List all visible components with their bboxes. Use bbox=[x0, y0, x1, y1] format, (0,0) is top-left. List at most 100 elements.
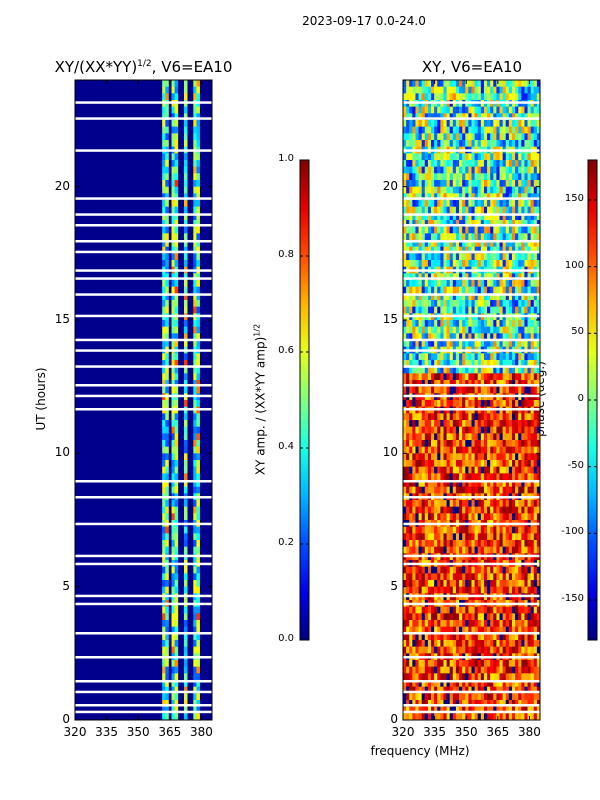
amp-cell bbox=[165, 506, 169, 514]
amp-gap-row bbox=[75, 250, 212, 254]
phase-cell bbox=[452, 333, 457, 341]
phase-cell bbox=[462, 353, 466, 361]
phase-cell bbox=[406, 426, 410, 434]
phase-cell bbox=[518, 706, 522, 714]
phase-cell bbox=[462, 166, 466, 174]
phase-cell bbox=[409, 120, 413, 128]
phase-cell bbox=[524, 626, 528, 634]
amp-cell bbox=[196, 533, 200, 541]
phase-cell bbox=[521, 240, 525, 248]
phase-cell bbox=[515, 253, 519, 261]
phase-cell bbox=[424, 466, 429, 474]
phase-cell bbox=[427, 366, 432, 374]
phase-cell bbox=[449, 420, 454, 428]
phase-cell bbox=[487, 140, 491, 148]
phase-cell bbox=[515, 353, 519, 361]
phase-cell bbox=[446, 186, 451, 194]
phase-cell bbox=[499, 433, 504, 441]
amp-cell bbox=[183, 453, 188, 461]
phase-cell bbox=[515, 120, 519, 128]
phase-cell bbox=[524, 86, 528, 94]
phase-cell bbox=[521, 526, 525, 534]
amp-cell bbox=[165, 693, 169, 701]
phase-cell bbox=[443, 620, 447, 628]
phase-cell bbox=[483, 566, 488, 574]
phase-cell bbox=[403, 693, 407, 701]
phase-cell bbox=[496, 253, 500, 261]
phase-cell bbox=[462, 446, 466, 454]
phase-cell bbox=[536, 233, 541, 241]
phase-cell bbox=[474, 546, 479, 554]
phase-cell bbox=[521, 226, 525, 234]
phase-cell bbox=[465, 640, 469, 648]
phase-cell bbox=[446, 466, 451, 474]
phase-cell bbox=[459, 153, 463, 161]
amp-cell bbox=[193, 113, 197, 121]
phase-cell bbox=[443, 160, 447, 168]
phase-cell bbox=[421, 633, 426, 641]
amp-cell bbox=[174, 700, 179, 708]
phase-cell bbox=[440, 220, 444, 228]
phase-cell bbox=[403, 386, 407, 394]
phase-cell bbox=[431, 420, 435, 428]
phase-cell bbox=[471, 706, 476, 714]
phase-cell bbox=[418, 640, 423, 648]
phase-cell bbox=[493, 713, 497, 721]
phase-cell bbox=[406, 340, 410, 348]
phase-cell bbox=[527, 106, 532, 114]
phase-cell bbox=[487, 253, 491, 261]
amp-cell bbox=[196, 613, 200, 621]
phase-cell bbox=[424, 540, 429, 548]
amp-cell bbox=[196, 480, 200, 488]
phase-cell bbox=[455, 220, 460, 228]
amp-cell bbox=[174, 280, 179, 288]
phase-cell bbox=[480, 566, 485, 574]
phase-cell bbox=[474, 473, 479, 481]
amp-cell bbox=[171, 680, 176, 688]
phase-cell bbox=[440, 693, 444, 701]
phase-cell bbox=[515, 440, 519, 448]
phase-cell bbox=[527, 113, 532, 121]
amp-cell bbox=[174, 633, 179, 641]
amp-gap-row bbox=[75, 704, 212, 707]
phase-cell bbox=[496, 460, 500, 468]
phase-cell bbox=[415, 626, 419, 634]
phase-cell bbox=[518, 380, 522, 388]
phase-cell bbox=[511, 466, 516, 474]
phase-cell bbox=[406, 386, 410, 394]
phase-cell bbox=[440, 440, 444, 448]
amp-cell bbox=[162, 613, 166, 621]
phase-cell bbox=[418, 180, 423, 188]
phase-cell bbox=[412, 273, 416, 281]
phase-cell bbox=[493, 206, 497, 214]
phase-cell bbox=[505, 400, 510, 408]
amp-cell bbox=[162, 606, 166, 614]
phase-cell bbox=[468, 666, 472, 674]
phase-cell bbox=[499, 106, 504, 114]
phase-cell bbox=[406, 193, 410, 201]
phase-cell bbox=[496, 200, 500, 208]
phase-cell bbox=[477, 540, 482, 548]
phase-cell bbox=[505, 660, 510, 668]
phase-cell bbox=[518, 326, 522, 334]
phase-cell bbox=[459, 426, 463, 434]
phase-cell bbox=[421, 246, 426, 254]
phase-cell bbox=[415, 660, 419, 668]
amp-cell bbox=[193, 120, 197, 128]
amp-cell bbox=[183, 606, 188, 614]
phase-cell bbox=[474, 666, 479, 674]
phase-cell bbox=[437, 413, 441, 421]
phase-cell bbox=[487, 86, 491, 94]
phase-cell bbox=[496, 326, 500, 334]
amp-cell bbox=[193, 380, 197, 388]
phase-cell bbox=[462, 473, 466, 481]
phase-cell bbox=[515, 333, 519, 341]
phase-cell bbox=[505, 326, 510, 334]
amp-cell bbox=[171, 433, 176, 441]
phase-cell bbox=[518, 93, 522, 101]
phase-cell bbox=[452, 166, 457, 174]
phase-cell bbox=[449, 373, 454, 381]
phase-cell bbox=[536, 546, 541, 554]
phase-cell bbox=[449, 473, 454, 481]
amp-cell bbox=[162, 486, 166, 494]
